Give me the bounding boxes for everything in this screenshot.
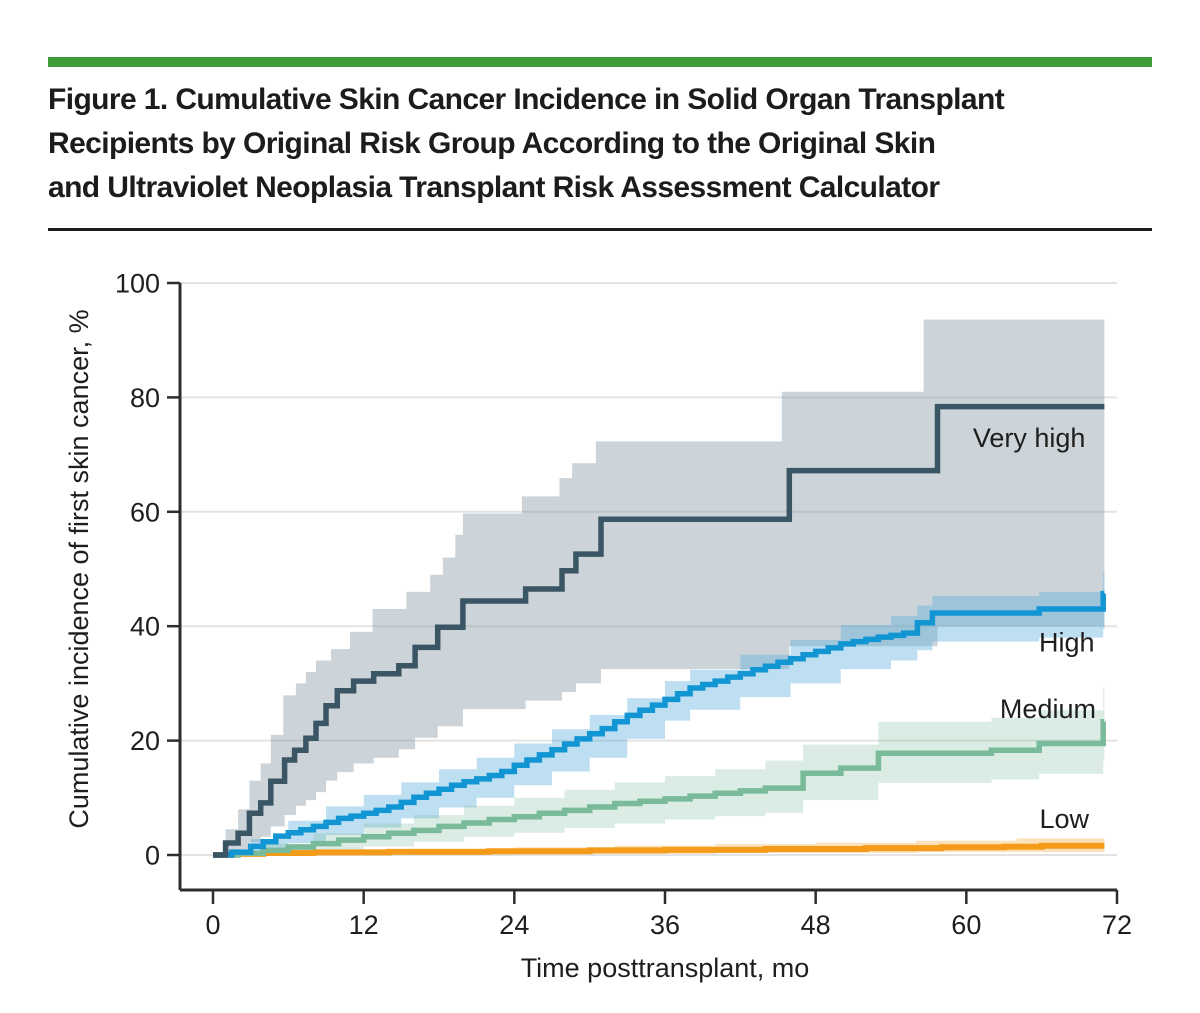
gridlines bbox=[180, 282, 1117, 856]
medium-ci-band bbox=[213, 686, 1105, 855]
cumulative-incidence-chart: 0 20 40 60 80 100 0 12 24 36 48 60 72 Cumulative inc… bbox=[64, 268, 1132, 983]
high-curve bbox=[213, 590, 1106, 858]
confidence-bands bbox=[213, 319, 1105, 856]
high-label: High bbox=[1039, 628, 1095, 658]
x-tick-label-36: 36 bbox=[650, 910, 680, 940]
axis-titles: Cumulative incidence of first skin cance… bbox=[64, 309, 809, 983]
figure-title-line-3: and Ultraviolet Neoplasia Transplant Ris… bbox=[48, 171, 940, 204]
medium-label: Medium bbox=[1000, 694, 1096, 724]
figure-title-line-1: Figure 1. Cumulative Skin Cancer Inciden… bbox=[48, 83, 1005, 116]
y-tick-label-80: 80 bbox=[130, 383, 160, 413]
very-high-ci-band bbox=[213, 319, 1105, 856]
high-ci-band bbox=[213, 571, 1105, 855]
x-tick-label-24: 24 bbox=[499, 910, 529, 940]
medium-curve bbox=[213, 718, 1106, 858]
x-axis-title: Time posttransplant, mo bbox=[521, 953, 810, 983]
y-tick-label-100: 100 bbox=[115, 268, 160, 298]
incidence-curves bbox=[213, 403, 1106, 858]
x-tick-label-72: 72 bbox=[1102, 910, 1132, 940]
axes bbox=[167, 281, 1119, 904]
y-tick-label-40: 40 bbox=[130, 612, 160, 642]
curve-labels: Very high High Medium Low bbox=[973, 423, 1096, 834]
y-tick-label-20: 20 bbox=[130, 726, 160, 756]
figure-title: Figure 1. Cumulative Skin Cancer Inciden… bbox=[48, 78, 1158, 210]
low-label: Low bbox=[1040, 804, 1090, 834]
y-axis-title: Cumulative incidence of first skin cance… bbox=[64, 309, 94, 828]
y-tick-label-60: 60 bbox=[130, 497, 160, 527]
very-high-label: Very high bbox=[973, 423, 1086, 453]
tick-labels: 0 20 40 60 80 100 0 12 24 36 48 60 72 bbox=[115, 268, 1132, 940]
x-tick-label-0: 0 bbox=[205, 910, 220, 940]
title-divider-rule bbox=[48, 228, 1152, 231]
figure-title-line-2: Recipients by Original Risk Group Accord… bbox=[48, 127, 936, 160]
x-tick-label-60: 60 bbox=[951, 910, 981, 940]
x-tick-label-48: 48 bbox=[801, 910, 831, 940]
very-high-curve bbox=[213, 403, 1105, 858]
x-tick-label-12: 12 bbox=[349, 910, 379, 940]
green-accent-bar bbox=[48, 57, 1152, 67]
y-tick-label-0: 0 bbox=[145, 840, 160, 870]
